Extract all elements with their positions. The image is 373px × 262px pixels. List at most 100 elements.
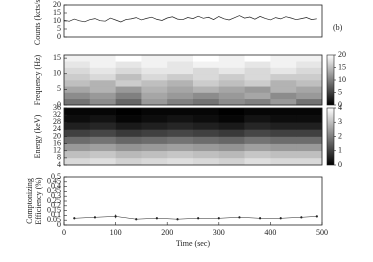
heat-cell (64, 150, 91, 159)
heat-cell (218, 108, 245, 116)
heat-cell (218, 55, 245, 62)
heat-cell (64, 80, 91, 87)
colorbar-tick-label: 5 (338, 87, 342, 96)
heat-cell (115, 67, 142, 75)
heat-cell (64, 86, 91, 93)
y-tick-label: 0.2 (51, 201, 61, 210)
heat-cell (89, 80, 116, 87)
heat-cell (270, 157, 297, 166)
heat-cell (193, 150, 220, 159)
heat-cell (89, 115, 116, 123)
heat-cell (115, 55, 142, 62)
heat-cell (115, 80, 142, 87)
y-axis-label: Efficiency (%) (34, 177, 43, 224)
heat-cell (115, 129, 142, 137)
y-tick-label: 0 (57, 220, 61, 229)
heat-cell (270, 61, 297, 68)
heat-cell (89, 157, 116, 166)
y-tick-label: 0.3 (51, 191, 61, 200)
heat-cell (244, 73, 271, 81)
annotation: (b) (333, 23, 343, 32)
heat-cell (296, 143, 323, 152)
heat-cell (193, 61, 220, 68)
y-tick-label: 0.1 (51, 210, 61, 219)
heat-cell (167, 92, 194, 100)
heat-cell (64, 115, 91, 123)
heat-cell (296, 92, 323, 100)
colorbar-tick-label: 1 (338, 146, 342, 155)
y-axis-label: Counts (kcts/s) (33, 0, 42, 45)
y-tick-label: 0.45 (47, 177, 61, 186)
heat-cell (64, 55, 91, 62)
heat-cell (167, 55, 194, 62)
heat-cell (218, 122, 245, 130)
heat-cell (64, 61, 91, 68)
heat-cell (141, 55, 168, 62)
heat-cell (115, 122, 142, 130)
heat-cell (167, 67, 194, 75)
heat-cell (89, 98, 116, 106)
heat-cell (218, 67, 245, 75)
heat-cell (218, 129, 245, 137)
heat-cell (218, 150, 245, 159)
heat-cell (167, 122, 194, 130)
heat-cell (167, 98, 194, 106)
heat-cell (141, 73, 168, 81)
colorbar-tick-label: 10 (338, 75, 346, 84)
y-tick-label: 10 (53, 16, 61, 25)
heat-cell (244, 143, 271, 152)
heat-cell (64, 98, 91, 106)
heat-cell (296, 115, 323, 123)
y-tick-label: 16 (53, 138, 61, 147)
heat-cell (141, 80, 168, 87)
heat-cell (64, 136, 91, 144)
heat-cell (141, 98, 168, 106)
heat-cell (115, 136, 142, 144)
heat-cell (64, 108, 91, 116)
x-tick-label: 400 (264, 228, 276, 237)
heat-cell (244, 150, 271, 159)
heat-cell (270, 86, 297, 93)
heat-cell (296, 86, 323, 93)
colorbar (326, 107, 335, 166)
heat-cell (167, 86, 194, 93)
x-tick-label: 0 (62, 228, 66, 237)
heat-cell (244, 55, 271, 62)
heat-cell (141, 150, 168, 159)
data-point (315, 215, 318, 218)
heat-cell (193, 122, 220, 130)
y-tick-label: 0.05 (47, 215, 61, 224)
y-tick-label: 20 (53, 131, 61, 140)
heat-cell (89, 55, 116, 62)
heat-cell (141, 122, 168, 130)
y-tick-label: 0.25 (47, 196, 61, 205)
heat-cell (115, 150, 142, 159)
colorbar-tick-label: 2 (338, 131, 342, 140)
heat-cell (218, 115, 245, 123)
heat-cell (141, 86, 168, 93)
heat-cell (64, 157, 91, 166)
heat-cell (193, 92, 220, 100)
heat-cell (115, 98, 142, 106)
heat-cell (141, 61, 168, 68)
heat-cell (244, 108, 271, 116)
colorbar-tick-label: 3 (338, 117, 342, 126)
y-tick-label: 0.35 (47, 186, 61, 195)
heat-cell (244, 122, 271, 130)
heat-cell (115, 108, 142, 116)
colorbar-tick-label: 4 (338, 103, 342, 112)
heat-cell (64, 129, 91, 137)
heat-cell (167, 143, 194, 152)
heat-cell (296, 150, 323, 159)
heat-cell (270, 143, 297, 152)
heat-cell (193, 73, 220, 81)
heat-cell (218, 80, 245, 87)
colorbar-tick-label: 0 (338, 100, 342, 109)
heat-cell (89, 92, 116, 100)
heat-cell (296, 98, 323, 106)
x-tick-label: 300 (213, 228, 225, 237)
y-tick-label: 5 (57, 84, 61, 93)
heat-cell (167, 150, 194, 159)
heat-cell (64, 73, 91, 81)
